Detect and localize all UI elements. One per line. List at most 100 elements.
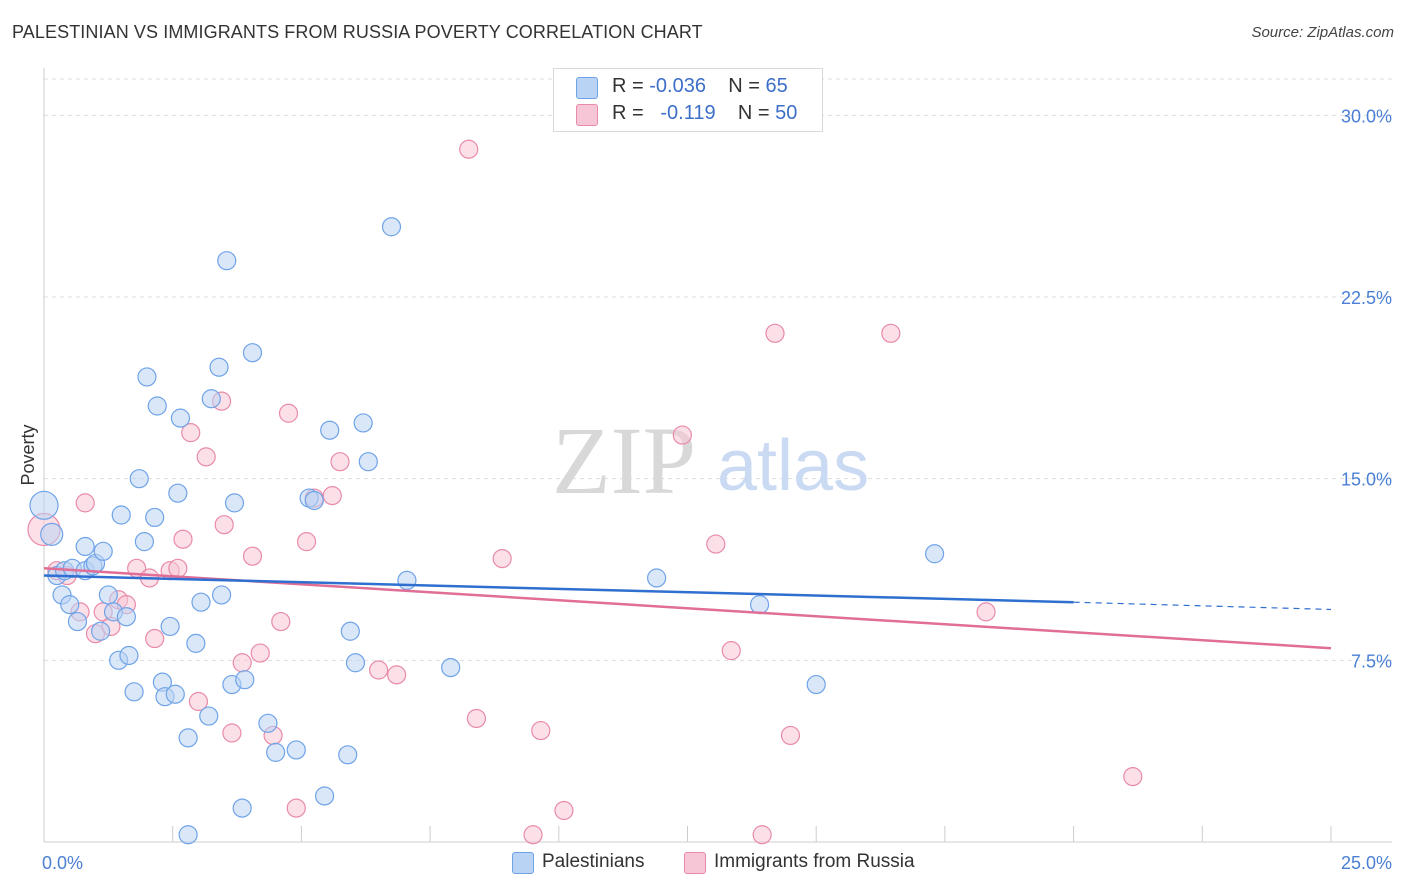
data-point bbox=[91, 621, 111, 641]
data-point bbox=[881, 323, 901, 343]
data-point bbox=[29, 490, 59, 520]
watermark-atlas: atlas bbox=[717, 426, 869, 506]
data-point bbox=[191, 592, 211, 612]
data-point bbox=[116, 607, 136, 627]
data-point bbox=[178, 825, 198, 845]
data-point bbox=[765, 323, 785, 343]
data-point bbox=[147, 396, 167, 416]
data-point bbox=[111, 505, 131, 525]
data-point bbox=[976, 602, 996, 622]
data-point bbox=[214, 515, 234, 535]
legend-swatch-pink bbox=[576, 104, 598, 126]
data-point bbox=[1123, 766, 1143, 787]
data-point bbox=[358, 452, 378, 472]
axes bbox=[43, 68, 1392, 843]
swatch-blue bbox=[512, 852, 534, 874]
data-point bbox=[186, 633, 206, 653]
trend-lines bbox=[43, 567, 1332, 650]
data-point bbox=[397, 570, 417, 591]
data-point bbox=[278, 403, 299, 423]
data-point bbox=[672, 425, 692, 445]
data-point bbox=[286, 798, 306, 818]
data-point bbox=[647, 568, 667, 588]
data-point bbox=[721, 641, 741, 661]
data-point bbox=[209, 357, 229, 377]
y-tick-label: 15.0% bbox=[1341, 470, 1392, 490]
legend-label: Immigrants from Russia bbox=[714, 851, 915, 872]
watermark-zip: ZIP bbox=[552, 407, 696, 514]
data-point bbox=[60, 595, 80, 615]
data-point bbox=[381, 217, 402, 237]
y-axis-label: Poverty bbox=[18, 424, 38, 485]
data-point bbox=[459, 139, 479, 159]
data-point bbox=[145, 628, 165, 649]
data-point bbox=[492, 548, 512, 569]
data-point bbox=[40, 522, 64, 546]
data-point bbox=[235, 670, 255, 690]
data-point bbox=[232, 798, 252, 818]
grid-lines bbox=[44, 78, 1392, 661]
data-point bbox=[242, 546, 263, 566]
data-point bbox=[181, 423, 201, 443]
data-point bbox=[168, 483, 188, 503]
data-point bbox=[320, 420, 340, 440]
data-point bbox=[212, 585, 232, 605]
data-point bbox=[441, 657, 461, 678]
legend-row-russia: R = -0.119 N = 50 bbox=[576, 102, 797, 126]
y-tick-label: 7.5% bbox=[1351, 651, 1392, 671]
data-point bbox=[314, 786, 335, 806]
legend-label: Palestinians bbox=[542, 851, 645, 872]
data-point bbox=[93, 541, 113, 561]
data-point bbox=[242, 343, 263, 363]
data-point bbox=[466, 708, 487, 729]
data-point bbox=[98, 585, 118, 605]
data-point bbox=[137, 367, 157, 387]
legend-n-value: 65 bbox=[765, 75, 788, 97]
data-point bbox=[173, 529, 193, 549]
data-point bbox=[250, 643, 270, 663]
data-point bbox=[330, 452, 350, 472]
data-point bbox=[296, 532, 317, 552]
data-point bbox=[340, 621, 360, 641]
palestinian-trend-extension bbox=[1073, 601, 1332, 611]
data-point bbox=[338, 745, 358, 765]
palestinian-points bbox=[29, 217, 945, 845]
legend-row-palestinians: R = -0.036 N = 65 bbox=[576, 75, 788, 99]
data-point bbox=[188, 691, 209, 712]
data-point bbox=[196, 447, 216, 467]
source-label: Source: ZipAtlas.com bbox=[1251, 24, 1394, 41]
data-point bbox=[925, 544, 945, 564]
data-point bbox=[749, 595, 770, 615]
data-point bbox=[178, 728, 198, 748]
y-tick-label: 30.0% bbox=[1341, 106, 1392, 126]
legend-r-value: -0.119 bbox=[660, 102, 716, 124]
legend-n-value: 50 bbox=[775, 102, 798, 124]
data-point bbox=[222, 723, 242, 743]
data-point bbox=[232, 653, 252, 673]
data-point bbox=[369, 660, 389, 680]
data-point bbox=[170, 408, 191, 428]
data-point bbox=[134, 532, 154, 552]
tick-labels: 7.5% 15.0% 22.5% 30.0% 0.0% 25.0% bbox=[42, 106, 1392, 873]
data-point bbox=[780, 725, 801, 746]
data-point bbox=[168, 558, 188, 578]
x-tick-label: 0.0% bbox=[42, 853, 83, 873]
correlation-legend: R = -0.036 N = 65 R = -0.119 N = 50 bbox=[553, 68, 823, 132]
data-point bbox=[387, 665, 407, 685]
data-point bbox=[523, 825, 543, 845]
data-point bbox=[201, 389, 221, 409]
data-point bbox=[322, 486, 342, 506]
data-point bbox=[129, 469, 149, 489]
legend-n-label: N = bbox=[737, 102, 776, 124]
data-point bbox=[165, 684, 185, 704]
data-point bbox=[806, 674, 826, 695]
data-point bbox=[531, 720, 551, 741]
data-point bbox=[752, 825, 772, 845]
data-point bbox=[286, 740, 306, 760]
data-point bbox=[124, 682, 144, 702]
legend-r-label: R = bbox=[612, 102, 650, 124]
data-point bbox=[199, 706, 219, 726]
data-point bbox=[266, 742, 286, 762]
chart-title: PALESTINIAN VS IMMIGRANTS FROM RUSSIA PO… bbox=[12, 22, 703, 42]
